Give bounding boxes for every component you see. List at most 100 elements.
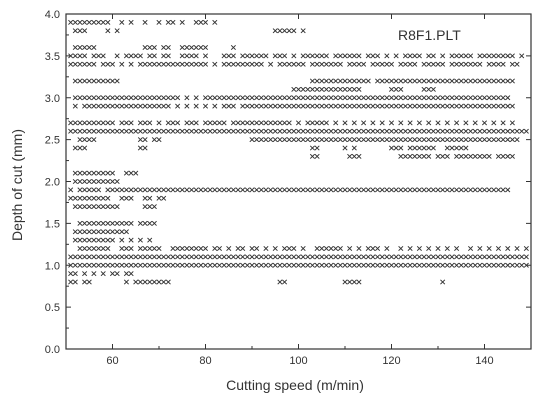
- data-point: [454, 254, 460, 260]
- data-point: [179, 254, 185, 260]
- data-point: [147, 61, 153, 67]
- data-point: [86, 187, 92, 193]
- data-point: [509, 120, 515, 126]
- data-point: [486, 103, 492, 109]
- data-point: [356, 153, 362, 159]
- data-point: [388, 86, 395, 92]
- data-point: [300, 86, 306, 92]
- data-point: [114, 178, 120, 185]
- data-point: [421, 78, 427, 84]
- data-point: [105, 95, 111, 101]
- data-point: [361, 120, 367, 126]
- data-point: [272, 120, 278, 126]
- data-point: [463, 254, 469, 260]
- data-point: [258, 103, 264, 109]
- data-point: [412, 262, 418, 268]
- data-point: [137, 245, 143, 252]
- data-point: [384, 61, 390, 67]
- data-point: [370, 95, 376, 101]
- data-point: [156, 128, 162, 134]
- data-point: [207, 262, 213, 268]
- data-point: [161, 95, 167, 101]
- data-point: [314, 78, 320, 84]
- data-point: [202, 245, 209, 252]
- data-point: [412, 137, 418, 143]
- data-point: [342, 103, 348, 109]
- data-point: [68, 254, 74, 260]
- data-point: [142, 44, 148, 51]
- data-point: [100, 245, 106, 252]
- data-point: [519, 254, 525, 260]
- data-point: [440, 78, 446, 84]
- data-point: [188, 128, 195, 134]
- data-point: [333, 103, 339, 109]
- data-point: [95, 245, 102, 252]
- data-point: [128, 245, 134, 252]
- data-point: [77, 19, 83, 25]
- data-point: [505, 128, 511, 134]
- data-point: [91, 103, 97, 109]
- data-point: [365, 103, 371, 109]
- data-point: [216, 187, 223, 193]
- data-point: [509, 61, 515, 67]
- data-point: [407, 153, 413, 159]
- data-point: [240, 128, 246, 134]
- data-point: [277, 95, 283, 101]
- data-point: [291, 137, 297, 143]
- data-point: [207, 254, 213, 260]
- data-point: [268, 262, 274, 268]
- data-point: [514, 128, 520, 134]
- data-point: [374, 262, 381, 268]
- data-point: [309, 128, 316, 134]
- data-point: [374, 187, 381, 193]
- data-point: [491, 53, 497, 59]
- data-point: [444, 128, 450, 134]
- data-point: [295, 262, 302, 268]
- data-point: [193, 103, 199, 109]
- data-point: [119, 245, 125, 252]
- data-point: [458, 128, 464, 134]
- data-point: [198, 19, 204, 25]
- data-point: [309, 153, 316, 159]
- data-point: [68, 271, 74, 277]
- data-point: [272, 187, 278, 193]
- data-point: [477, 137, 483, 143]
- data-point: [449, 95, 455, 101]
- data-point: [82, 195, 88, 201]
- data-point: [337, 61, 343, 67]
- data-point: [86, 137, 92, 143]
- data-point: [467, 153, 474, 159]
- data-point: [314, 153, 320, 159]
- data-point: [514, 137, 520, 143]
- data-point: [430, 254, 436, 260]
- data-point: [272, 95, 278, 101]
- data-point: [384, 262, 390, 268]
- data-point: [421, 86, 427, 92]
- data-point: [314, 86, 320, 92]
- data-point: [105, 170, 111, 176]
- data-point: [481, 78, 488, 84]
- data-point: [221, 254, 227, 260]
- data-point: [277, 120, 283, 126]
- data-point: [68, 128, 74, 134]
- data-point: [128, 220, 134, 226]
- data-point: [221, 95, 227, 101]
- data-point: [291, 95, 297, 101]
- data-point: [82, 61, 88, 67]
- data-point: [356, 254, 362, 260]
- data-point: [342, 262, 348, 268]
- data-point: [82, 245, 88, 252]
- data-point: [300, 254, 306, 260]
- data-point: [314, 103, 320, 109]
- data-point: [86, 78, 92, 84]
- data-point: [384, 187, 390, 193]
- data-point: [509, 254, 515, 260]
- data-point: [458, 103, 464, 109]
- data-point: [305, 254, 311, 260]
- data-point: [175, 103, 181, 109]
- data-point: [161, 44, 167, 51]
- data-point: [193, 61, 199, 67]
- data-point: [142, 95, 148, 101]
- x-tick-label: 80: [199, 355, 211, 367]
- data-point: [398, 153, 404, 159]
